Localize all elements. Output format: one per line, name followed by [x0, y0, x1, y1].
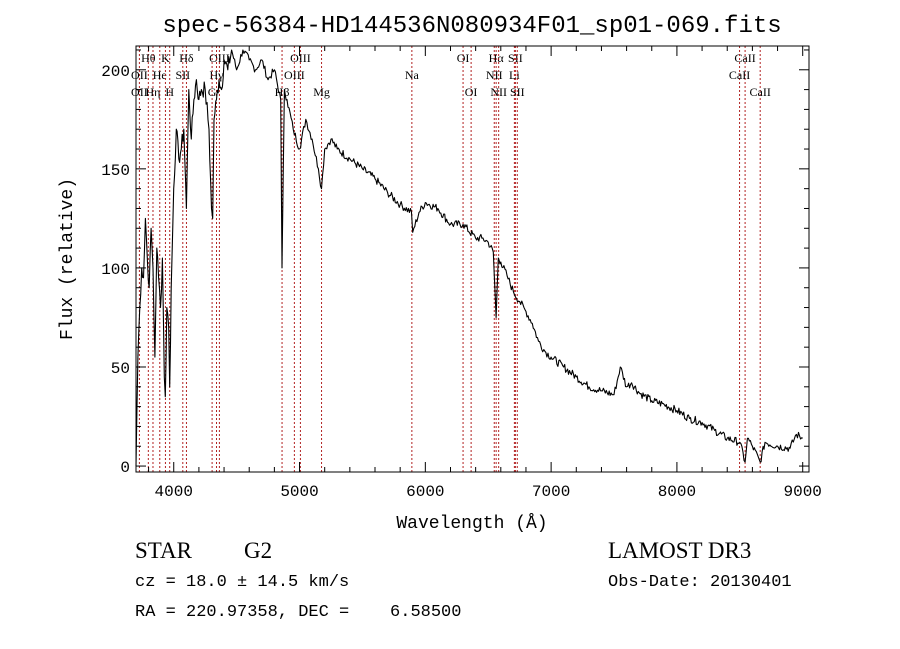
marker-label: SII: [175, 68, 190, 82]
marker-label: OII: [131, 85, 148, 99]
y-tick-label: 100: [101, 261, 130, 279]
marker-label: NII: [486, 68, 503, 82]
survey-name: LAMOST DR3: [608, 538, 752, 563]
marker-label: G: [208, 85, 217, 99]
x-tick-label: 4000: [155, 483, 193, 501]
chart-title: spec-56384-HD144536N080934F01_sp01-069.f…: [162, 13, 781, 40]
marker-label: Hη: [146, 85, 161, 99]
spectral-subclass: G2: [244, 538, 273, 563]
marker-label: CaII: [750, 85, 771, 99]
axis-ticks: 4000 5000 6000 7000 8000 9000 0 50 100 150 200: [101, 46, 822, 501]
marker-label: OIII: [290, 51, 311, 65]
marker-label: Hθ: [141, 51, 156, 65]
marker-label: OI: [465, 85, 478, 99]
marker-label: NII: [490, 85, 507, 99]
marker-label: Na: [405, 68, 420, 82]
marker-label: Hβ: [275, 85, 290, 99]
y-tick-label: 50: [111, 360, 130, 378]
marker-label: CaII: [729, 68, 750, 82]
redshift-value: cz = 18.0 ± 14.5 km/s: [135, 573, 350, 592]
coordinates: RA = 220.97358, DEC = 6.58500: [135, 603, 462, 622]
x-tick-label: 9000: [784, 483, 822, 501]
marker-label: Hγ: [210, 68, 225, 82]
y-axis-label: Flux (relative): [58, 178, 78, 340]
marker-label: Li: [509, 68, 520, 82]
marker-label: H: [165, 85, 174, 99]
marker-label: OII: [131, 68, 148, 82]
x-tick-label: 6000: [406, 483, 444, 501]
marker-label: He: [153, 68, 167, 82]
marker-label: OI: [457, 51, 470, 65]
observation-date: Obs-Date: 20130401: [608, 573, 792, 592]
marker-label: Hα: [489, 51, 505, 65]
y-tick-label: 200: [101, 63, 130, 81]
marker-label: SII: [508, 51, 523, 65]
x-tick-label: 5000: [280, 483, 318, 501]
x-tick-label: 7000: [532, 483, 570, 501]
marker-label: OIII: [284, 68, 305, 82]
marker-label: SII: [510, 85, 525, 99]
x-axis-label: Wavelength (Å): [396, 513, 547, 534]
y-tick-label: 150: [101, 162, 130, 180]
marker-label: Hδ: [179, 51, 194, 65]
marker-label: Mg: [313, 85, 330, 99]
y-tick-label: 0: [120, 459, 130, 477]
marker-label: CaII: [734, 51, 755, 65]
flux-series-line: [135, 49, 803, 467]
object-class: STAR: [135, 538, 192, 563]
marker-label: K: [161, 51, 170, 65]
plot-frame: [135, 45, 810, 473]
x-tick-label: 8000: [658, 483, 696, 501]
